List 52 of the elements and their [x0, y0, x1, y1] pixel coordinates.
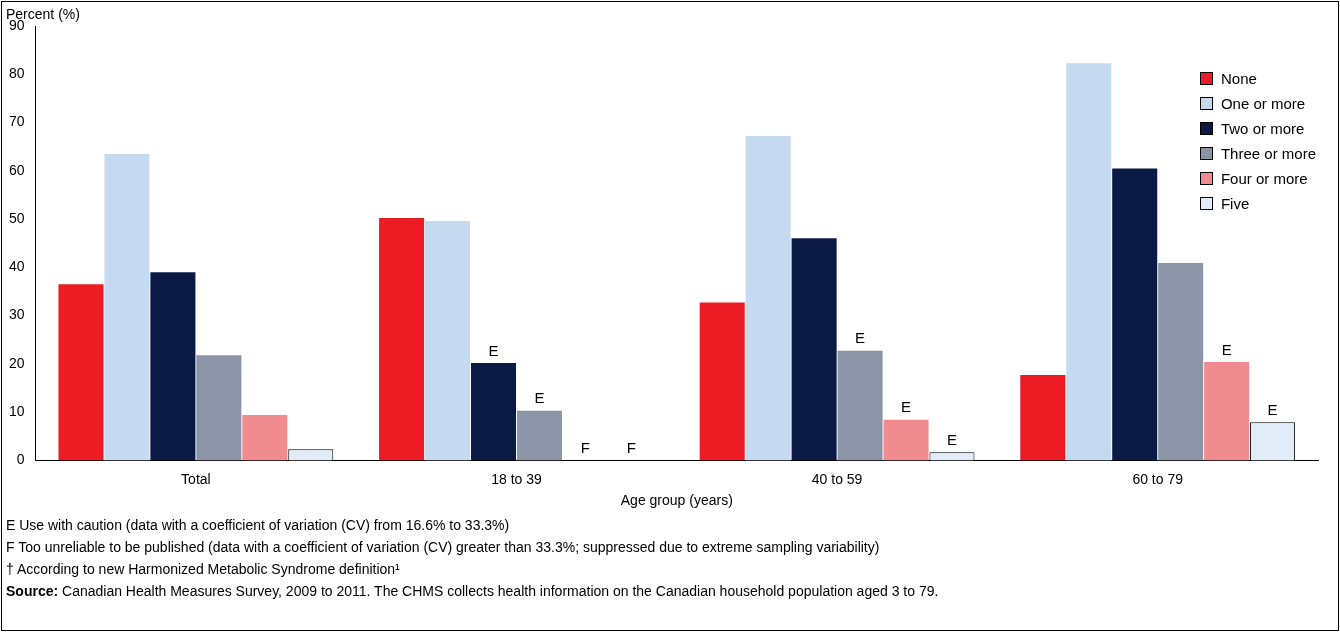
bar	[1020, 374, 1066, 461]
text: F	[626, 439, 636, 457]
bar	[1112, 168, 1158, 461]
bar	[58, 284, 104, 461]
legend-label: One or more	[1220, 94, 1306, 114]
data-label: E	[488, 341, 499, 359]
data-label: E	[946, 430, 957, 448]
bar	[883, 419, 929, 461]
y-tick-label: 70	[8, 113, 25, 130]
bar	[242, 415, 288, 461]
text: F Too unreliable to be published (data with a coefficient of variation (CV) greater than 33.3%; suppressed due to extreme sampling variability)	[6, 538, 881, 557]
y-tick-label: 30	[8, 306, 25, 323]
data-label: E	[855, 329, 866, 347]
bar	[379, 218, 425, 461]
bar	[104, 153, 150, 461]
y-tick-label: 60	[8, 161, 25, 178]
bar	[791, 238, 837, 461]
bar	[150, 272, 196, 461]
legend-label: Four or more	[1220, 169, 1308, 189]
x-tick-label: 60 to 79	[1132, 470, 1184, 487]
bar	[1158, 262, 1204, 461]
x-tick-label: Total	[181, 470, 211, 487]
y-tick-label: 0	[16, 451, 25, 468]
y-tick-label: 40	[8, 258, 25, 275]
legend-label: None	[1220, 69, 1257, 89]
bar	[699, 302, 745, 461]
bar	[1066, 63, 1112, 461]
bar	[516, 410, 562, 461]
data-label: E	[1221, 340, 1232, 358]
bar	[837, 350, 883, 461]
bar	[196, 355, 242, 461]
y-tick-label: 80	[8, 65, 25, 82]
bar	[745, 136, 791, 461]
y-tick-label: 10	[8, 402, 25, 419]
x-tick-label: 40 to 59	[811, 470, 863, 487]
text: E Use with caution (data with a coefficient of variation (CV) from 16.6% to 33.3%)	[6, 516, 511, 535]
text: F	[580, 439, 590, 457]
x-axis-title: Age group (years)	[620, 492, 733, 509]
y-tick-label: 20	[8, 354, 25, 371]
bar	[425, 221, 471, 461]
bar	[470, 362, 517, 461]
legend-label: Three or more	[1220, 144, 1316, 164]
source-note: Source: Canadian Health Measures Survey, 2009 to 2011. The CHMS collects health information on the Canadian household population aged 3 to 79.	[6, 582, 939, 601]
y-tick-label: 50	[8, 209, 25, 226]
legend-label: Five	[1220, 194, 1250, 214]
x-tick-label: 18 to 39	[491, 470, 542, 487]
data-label: E	[534, 389, 545, 407]
text: † According to new Harmonized Metabolic Syndrome definition¹	[6, 560, 401, 579]
data-label: E	[901, 398, 912, 416]
legend-label: Two or more	[1220, 119, 1305, 139]
data-label: E	[1267, 400, 1278, 418]
bar	[1204, 361, 1250, 461]
